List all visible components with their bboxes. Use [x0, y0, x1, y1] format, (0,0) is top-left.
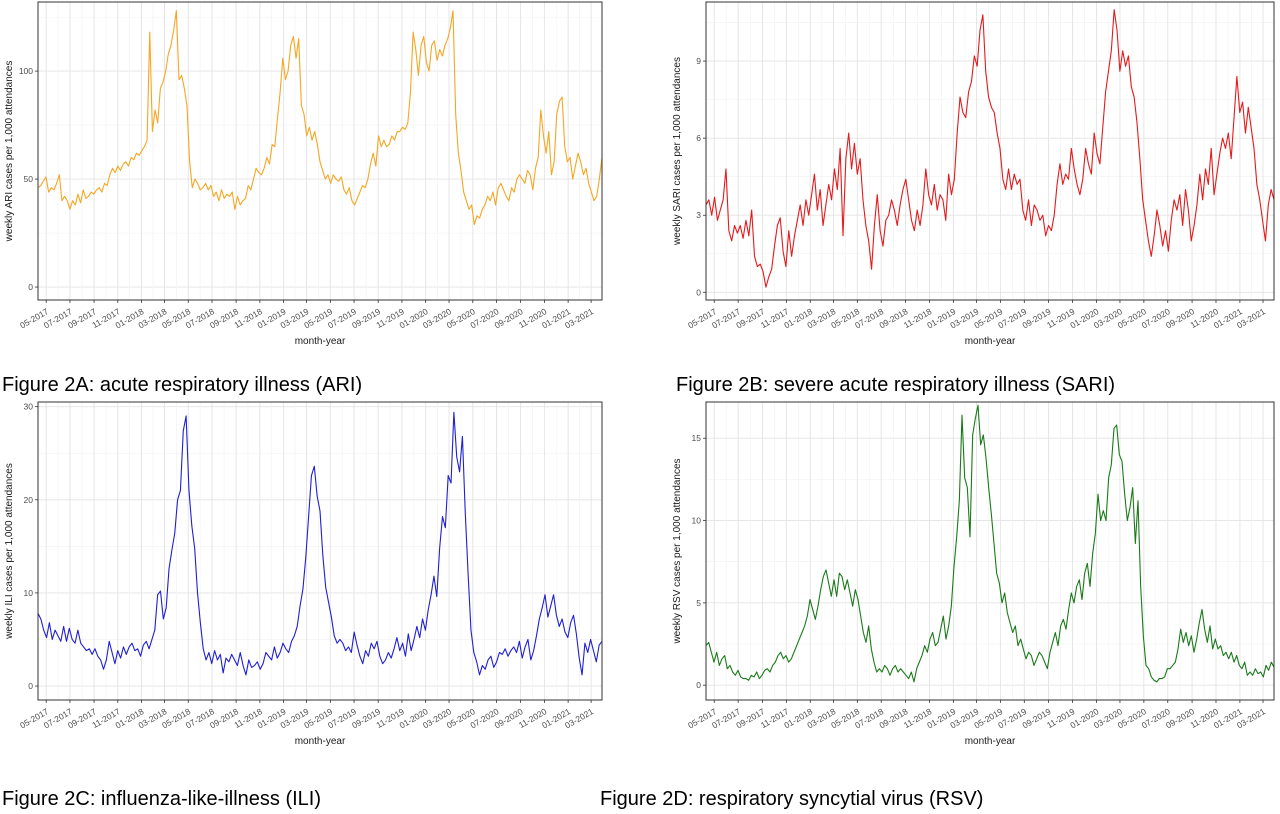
y-tick-label: 10 [692, 516, 702, 526]
gridlines [706, 2, 1274, 300]
y-tick-label: 15 [692, 433, 702, 443]
y-tick-label: 5 [696, 598, 701, 608]
y-tick-label: 9 [696, 56, 701, 66]
plot-background [706, 402, 1274, 700]
chart-panel-ari: 0 50 100 05-2017 07-2017 09-2017 11-2017 01-201… [0, 0, 610, 350]
y-tick-label: 30 [24, 402, 34, 412]
gridlines [706, 402, 1274, 700]
series-line [37, 411, 603, 676]
y-axis-title: weekly RSV cases per 1,000 attendances [672, 458, 683, 644]
y-axis-title: weekly SARI cases per 1,000 attendances [672, 57, 683, 246]
series-line [37, 10, 603, 225]
plot-border [705, 401, 1275, 701]
plot-border [37, 401, 603, 701]
plot-background [38, 2, 602, 300]
plot-background [706, 2, 1274, 300]
y-axis-title: weekly ARI cases per 1,000 attendances [4, 61, 15, 243]
y-tick-label: 3 [696, 210, 701, 220]
y-tick-label: 0 [696, 680, 701, 690]
gridlines [38, 2, 602, 300]
chart-ari: 05010005-201707-201709-201711-201701-201… [4, 1, 603, 347]
caption-sari: Figure 2B: severe acute respiratory illn… [676, 374, 1116, 396]
series-line [705, 404, 1275, 683]
chart-sari: 036905-201707-201709-201711-201701-20180… [672, 1, 1275, 347]
plot-border [705, 1, 1275, 301]
caption-ili: Figure 2C: influenza-like-illness (ILI) [2, 788, 322, 810]
x-axis-title: month-year [295, 336, 346, 347]
y-tick-label: 20 [24, 495, 34, 505]
x-axis-title: month-year [295, 736, 346, 747]
chart-panel-sari: 0 3 6 9 05-2017 07-2017 09-2017 11-2017 01-2018 0… [668, 0, 1280, 350]
y-tick-label: 0 [28, 681, 33, 691]
y-axis-title: weekly ILI cases per 1,000 attendances [4, 463, 15, 640]
x-axis-title: month-year [965, 736, 1016, 747]
y-tick-label: 6 [696, 133, 701, 143]
chart-panel-rsv: 0 5 10 15 05-2017 07-2017 09-2017 11-2017 01-201… [668, 398, 1280, 750]
y-tick-label: 0 [696, 287, 701, 297]
caption-rsv: Figure 2D: respiratory syncytial virus (… [600, 788, 984, 810]
y-tick-label: 100 [19, 66, 33, 76]
caption-ari: Figure 2A: acute respiratory illness (AR… [2, 374, 363, 396]
series-line [705, 9, 1275, 288]
y-tick-label: 0 [28, 282, 33, 292]
x-axis-title: month-year [965, 336, 1016, 347]
chart-ili: 010203005-201707-201709-201711-201701-20… [4, 401, 603, 747]
y-tick-label: 50 [24, 174, 34, 184]
chart-panel-ili: 0 10 20 30 05-2017 07-2017 09-2017 11-2017 01-20… [0, 398, 610, 750]
plot-background [38, 402, 602, 700]
plot-border [37, 1, 603, 301]
chart-rsv: 05101505-201707-201709-201711-201701-201… [672, 401, 1275, 747]
y-tick-label: 10 [24, 588, 34, 598]
